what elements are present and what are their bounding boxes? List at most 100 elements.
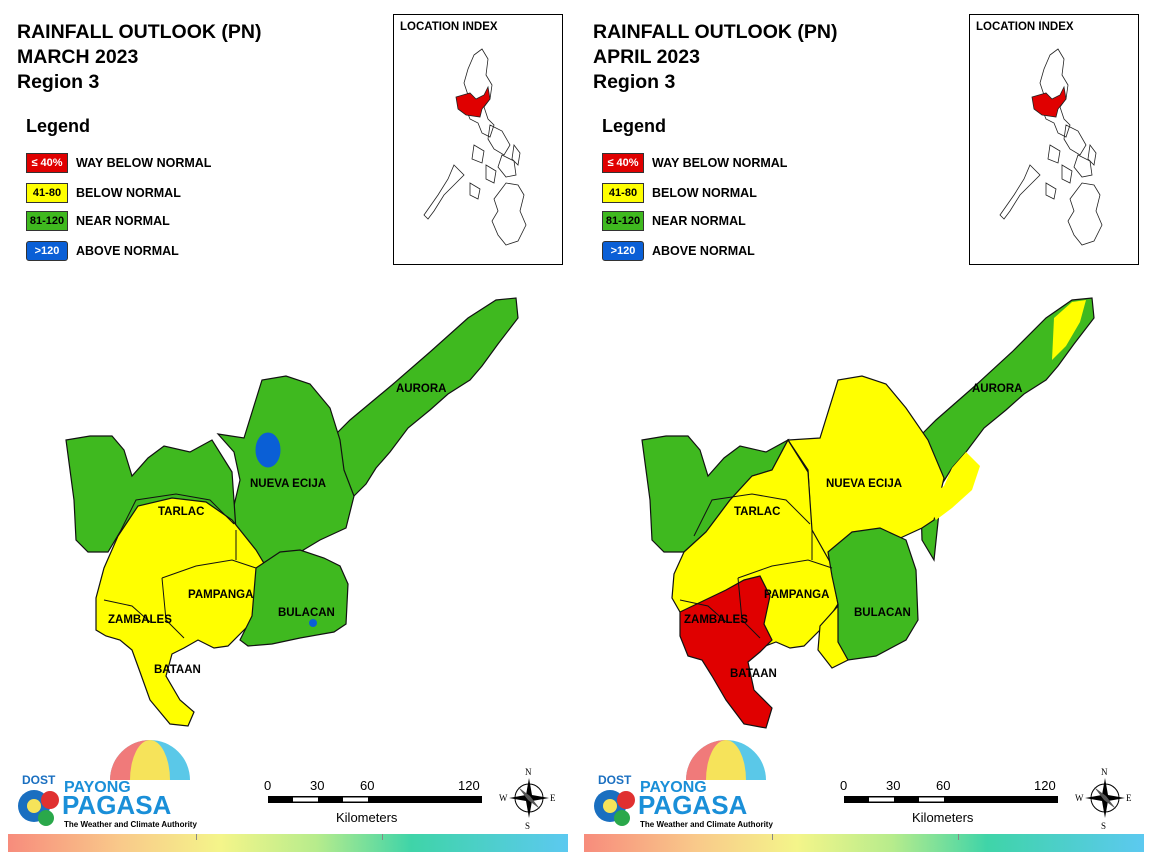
- logo-dost: DOST: [598, 773, 632, 787]
- bulacan-region: [239, 549, 349, 647]
- legend-label: NEAR NORMAL: [76, 214, 170, 228]
- logo-pagasa: PAGASA: [638, 790, 748, 820]
- legend-title: Legend: [26, 116, 91, 136]
- compass-s: S: [1101, 821, 1106, 831]
- philippines-outline: [423, 48, 527, 246]
- compass-w: W: [499, 793, 508, 803]
- legend-label: ABOVE NORMAL: [652, 244, 755, 258]
- logo-dost: DOST: [22, 773, 56, 787]
- legend-label: NEAR NORMAL: [652, 214, 746, 228]
- legend-swatch: 41-80: [26, 183, 68, 203]
- compass-n: N: [525, 767, 532, 777]
- legend-item-way-below: ≤ 40% WAY BELOW NORMAL: [602, 152, 787, 174]
- logo-payong: PAYONG: [64, 779, 131, 796]
- above-normal-dot: [309, 619, 317, 627]
- legend-swatch: >120: [26, 241, 68, 261]
- label-nueva-ecija: NUEVA ECIJA: [250, 478, 326, 490]
- legend-swatch: 41-80: [602, 183, 644, 203]
- legend-title: Legend: [602, 116, 667, 136]
- compass-e: E: [550, 793, 556, 803]
- logo-pagasa: PAGASA: [62, 790, 172, 820]
- scale-tick-30: 30: [886, 778, 900, 793]
- compass-s: S: [525, 821, 530, 831]
- location-index-inset: LOCATION INDEX: [969, 14, 1139, 265]
- legend-item-above: >120 ABOVE NORMAL: [602, 240, 755, 262]
- scale-tick-120: 120: [1034, 778, 1056, 793]
- scale-tick-60: 60: [360, 778, 374, 793]
- north-arrow-compass: N E S W: [1074, 764, 1136, 832]
- footer-gradient-bar: [8, 834, 568, 852]
- label-aurora: AURORA: [396, 383, 446, 395]
- scale-tick-120: 120: [458, 778, 480, 793]
- scale-unit: Kilometers: [336, 810, 398, 825]
- region3-map: AURORA NUEVA ECIJA TARLAC PAMPANGA ZAMBA…: [641, 297, 1095, 729]
- label-bataan: BATAAN: [730, 668, 777, 680]
- aurora-region: [329, 297, 519, 499]
- label-bataan: BATAAN: [154, 664, 201, 676]
- bulacan-region: [827, 527, 919, 661]
- scale-bar: 0 30 60 120 Kilometers: [838, 776, 1068, 826]
- legend-label: BELOW NORMAL: [76, 186, 181, 200]
- legend-item-way-below: ≤ 40% WAY BELOW NORMAL: [26, 152, 211, 174]
- below-normal-area: [95, 497, 269, 727]
- map-title: RAINFALL OUTLOOK (PN) APRIL 2023 Region …: [593, 20, 837, 95]
- north-arrow-compass: N E S W: [498, 764, 560, 832]
- scale-unit: Kilometers: [912, 810, 974, 825]
- pagasa-logo: DOST PAYONG PAGASA The Weather and Clima…: [14, 738, 214, 833]
- compass-e: E: [1126, 793, 1132, 803]
- panel-march: RAINFALL OUTLOOK (PN) MARCH 2023 Region …: [8, 14, 568, 852]
- scale-tick-0: 0: [264, 778, 271, 793]
- label-bulacan: BULACAN: [278, 607, 335, 619]
- aurora-region: [915, 297, 1095, 562]
- above-normal-blob: [255, 432, 281, 468]
- legend-swatch: 81-120: [26, 211, 68, 231]
- title-line-3: Region 3: [17, 71, 100, 93]
- footer-gradient-bar: [584, 834, 1144, 852]
- label-nueva-ecija: NUEVA ECIJA: [826, 478, 902, 490]
- panel-april: RAINFALL OUTLOOK (PN) APRIL 2023 Region …: [576, 0, 1152, 864]
- label-zambales: ZAMBALES: [684, 614, 748, 626]
- compass-w: W: [1075, 793, 1084, 803]
- philippines-outline: [999, 48, 1103, 246]
- logo-tagline: The Weather and Climate Authority: [64, 820, 197, 829]
- label-pampanga: PAMPANGA: [764, 589, 829, 601]
- pagasa-logo: DOST PAYONG PAGASA The Weather and Clima…: [590, 738, 790, 833]
- map-title: RAINFALL OUTLOOK (PN) MARCH 2023 Region …: [17, 20, 261, 95]
- legend-label: BELOW NORMAL: [652, 186, 757, 200]
- inset-title: LOCATION INDEX: [976, 21, 1074, 33]
- compass-n: N: [1101, 767, 1108, 777]
- inset-title: LOCATION INDEX: [400, 21, 498, 33]
- aurora-yellow-tip: [1052, 300, 1086, 360]
- region3-highlight: [1031, 85, 1067, 118]
- title-line-1: RAINFALL OUTLOOK (PN): [17, 21, 262, 43]
- logo-payong: PAYONG: [640, 779, 707, 796]
- location-index-inset: LOCATION INDEX: [393, 14, 563, 265]
- legend-item-below: 41-80 BELOW NORMAL: [602, 182, 757, 204]
- bulacan-yellow-rim: [817, 604, 849, 669]
- label-aurora: AURORA: [972, 383, 1022, 395]
- legend-item-near: 81-120 NEAR NORMAL: [26, 210, 170, 232]
- legend-item-above: >120 ABOVE NORMAL: [26, 240, 179, 262]
- way-below-normal-area: [679, 575, 773, 729]
- label-bulacan: BULACAN: [854, 607, 911, 619]
- title-line-2: MARCH 2023: [17, 46, 139, 68]
- legend-label: ABOVE NORMAL: [76, 244, 179, 258]
- title-line-2: APRIL 2023: [593, 46, 700, 68]
- title-line-3: Region 3: [593, 71, 676, 93]
- scale-tick-30: 30: [310, 778, 324, 793]
- legend-label: WAY BELOW NORMAL: [652, 156, 788, 170]
- legend-swatch: ≤ 40%: [26, 153, 68, 173]
- title-line-1: RAINFALL OUTLOOK (PN): [593, 21, 838, 43]
- label-tarlac: TARLAC: [158, 506, 204, 518]
- label-tarlac: TARLAC: [734, 506, 780, 518]
- scale-bar: 0 30 60 120 Kilometers: [262, 776, 492, 826]
- scale-tick-60: 60: [936, 778, 950, 793]
- label-pampanga: PAMPANGA: [188, 589, 253, 601]
- legend-label: WAY BELOW NORMAL: [76, 156, 212, 170]
- legend-item-below: 41-80 BELOW NORMAL: [26, 182, 181, 204]
- scale-tick-0: 0: [840, 778, 847, 793]
- legend-swatch: 81-120: [602, 211, 644, 231]
- region3-highlight: [455, 85, 491, 118]
- legend-swatch: >120: [602, 241, 644, 261]
- logo-tagline: The Weather and Climate Authority: [640, 820, 773, 829]
